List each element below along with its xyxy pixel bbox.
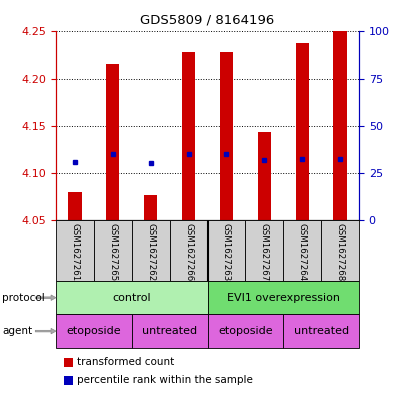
Text: etoposide: etoposide [66, 326, 121, 336]
Text: GSM1627262: GSM1627262 [146, 222, 155, 281]
Bar [132, 220, 170, 281]
Text: GSM1627266: GSM1627266 [184, 222, 193, 281]
Text: GDS5809 / 8164196: GDS5809 / 8164196 [140, 14, 275, 27]
Bar [258, 132, 271, 220]
Text: untreated: untreated [142, 326, 197, 336]
Bar [220, 52, 233, 220]
Text: GSM1627263: GSM1627263 [222, 222, 231, 281]
Bar [56, 220, 94, 281]
Text: etoposide: etoposide [218, 326, 273, 336]
Bar [283, 220, 321, 281]
Bar [56, 281, 208, 314]
Bar [106, 64, 120, 220]
Text: control: control [112, 293, 151, 303]
Bar [144, 195, 157, 220]
Bar [94, 220, 132, 281]
Bar [245, 220, 283, 281]
Text: EVI1 overexpression: EVI1 overexpression [227, 293, 340, 303]
Bar [132, 314, 208, 348]
Text: protocol: protocol [2, 293, 45, 303]
Bar [283, 314, 359, 348]
Bar [295, 43, 309, 220]
Text: percentile rank within the sample: percentile rank within the sample [77, 375, 253, 386]
Bar [208, 281, 359, 314]
Text: untreated: untreated [293, 326, 349, 336]
Bar [208, 220, 245, 281]
Text: GSM1627268: GSM1627268 [336, 222, 344, 281]
Bar [170, 220, 208, 281]
Text: GSM1627265: GSM1627265 [108, 222, 117, 281]
Bar [321, 220, 359, 281]
Bar [208, 314, 283, 348]
Text: GSM1627264: GSM1627264 [298, 222, 307, 281]
Bar [182, 52, 195, 220]
Text: agent: agent [2, 326, 32, 336]
Bar [56, 314, 132, 348]
Text: GSM1627261: GSM1627261 [71, 222, 79, 281]
Text: transformed count: transformed count [77, 357, 174, 367]
Bar [68, 192, 82, 220]
Text: GSM1627267: GSM1627267 [260, 222, 269, 281]
Bar [333, 31, 347, 220]
